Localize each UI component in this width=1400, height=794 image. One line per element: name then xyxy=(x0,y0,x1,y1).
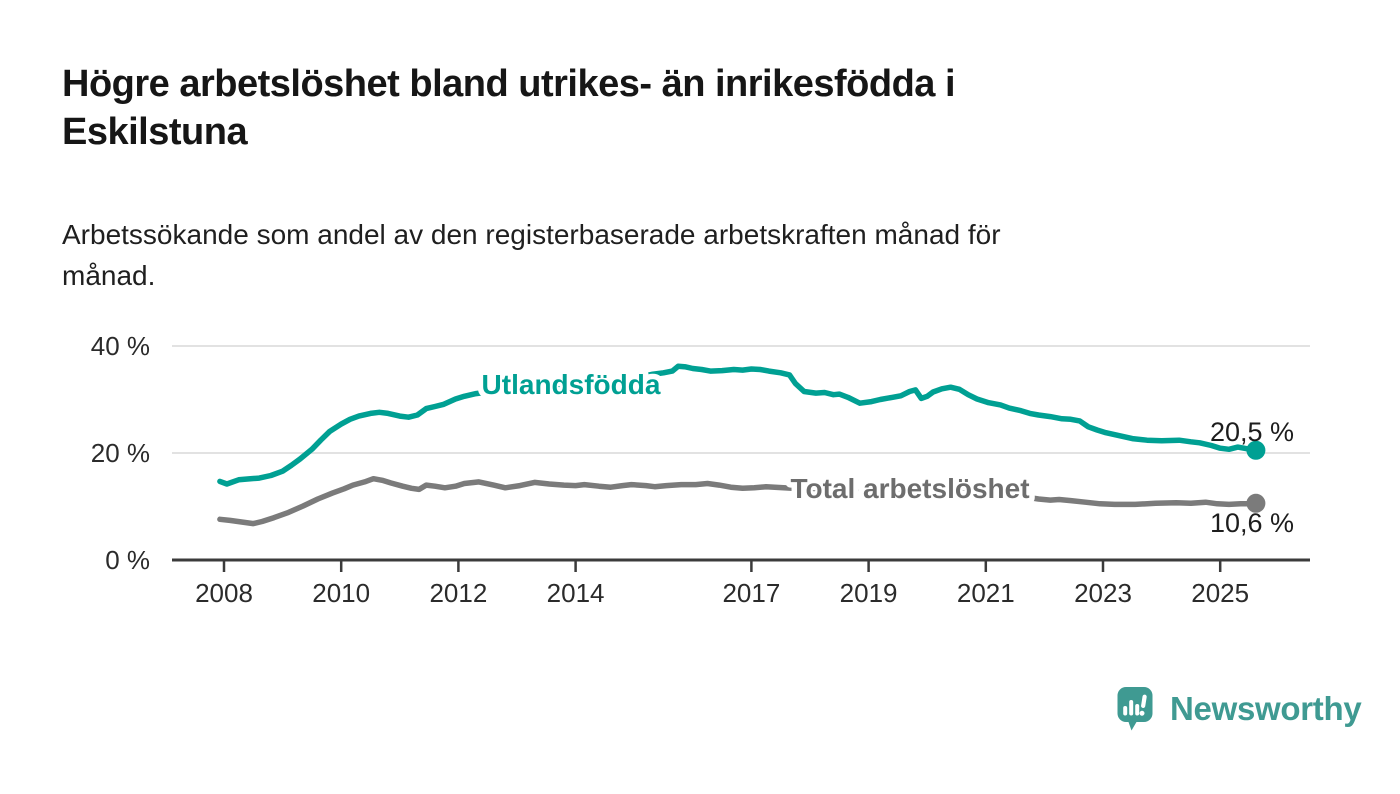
bar-chart-glyph xyxy=(1123,694,1147,716)
x-tick-label-2017: 2017 xyxy=(722,578,780,608)
x-axis-labels: 2008 2010 2012 2014 2017 2019 2021 2023 2025 xyxy=(195,578,1249,608)
series-end-dot-total xyxy=(1246,493,1266,513)
unemployment-chart: 0 % 20 % 40 % 2008 2010 2012 2014 2017 2019 2021… xyxy=(91,331,1310,608)
x-tick-label-2019: 2019 xyxy=(840,578,898,608)
subtitle-line-1: Arbetssökande som andel av den registerb… xyxy=(62,219,1001,250)
x-tick-label-2008: 2008 xyxy=(195,578,253,608)
x-tick-label-2010: 2010 xyxy=(312,578,370,608)
x-tick-label-2021: 2021 xyxy=(957,578,1015,608)
brand-wordmark: Newsworthy xyxy=(1170,689,1362,727)
title-line-2: Eskilstuna xyxy=(62,111,248,153)
series-line-total xyxy=(217,475,1259,527)
subtitle-line-2: månad. xyxy=(62,260,156,291)
title-line-1: Högre arbetslöshet bland utrikes- än inr… xyxy=(62,63,956,105)
gridlines xyxy=(172,345,1310,454)
chart-subtitle: Arbetssökande som andel av den registerb… xyxy=(62,214,1001,296)
series-label-utlandsfodda: Utlandsfödda xyxy=(482,369,661,400)
series-end-dot-utlandsfodda xyxy=(1246,440,1266,460)
x-axis-ticks xyxy=(222,560,1222,572)
y-tick-label-20: 20 % xyxy=(91,438,150,468)
page-title: Högre arbetslöshet bland utrikes- än inr… xyxy=(62,60,956,156)
y-tick-label-40: 40 % xyxy=(91,331,150,361)
speech-bubble-shape xyxy=(1117,687,1153,731)
series-label-total: Total arbetslöshet xyxy=(790,473,1029,504)
newsworthy-logo: Newsworthy xyxy=(1115,685,1362,732)
y-tick-label-0: 0 % xyxy=(105,545,150,575)
x-tick-label-2012: 2012 xyxy=(429,578,487,608)
x-tick-label-2023: 2023 xyxy=(1074,578,1132,608)
x-tick-label-2025: 2025 xyxy=(1191,578,1249,608)
series-line-utlandsfodda xyxy=(217,363,1259,487)
x-tick-label-2014: 2014 xyxy=(547,578,605,608)
end-value-label-utlandsfodda: 20,5 % xyxy=(1210,417,1294,447)
y-axis-labels: 0 % 20 % 40 % xyxy=(91,331,150,575)
end-value-label-total: 10,6 % xyxy=(1210,508,1294,538)
newsworthy-logo-icon xyxy=(1117,687,1153,731)
exclamation-glyph xyxy=(1139,694,1147,716)
